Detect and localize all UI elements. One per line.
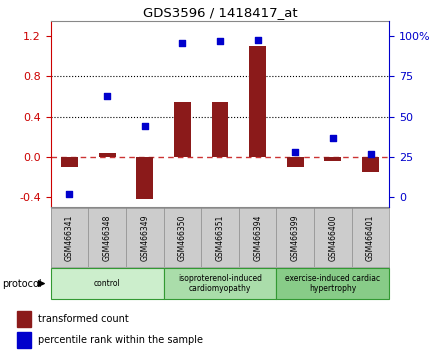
Text: percentile rank within the sample: percentile rank within the sample <box>37 335 202 345</box>
Bar <box>164 268 276 299</box>
Text: GSM466350: GSM466350 <box>178 214 187 261</box>
Bar <box>276 268 389 299</box>
Text: isoproterenol-induced
cardiomyopathy: isoproterenol-induced cardiomyopathy <box>178 274 262 293</box>
Point <box>330 135 337 141</box>
Bar <box>249 46 266 157</box>
Bar <box>362 157 379 172</box>
Text: GSM466394: GSM466394 <box>253 214 262 261</box>
Text: GSM466341: GSM466341 <box>65 214 74 261</box>
Point <box>66 191 73 197</box>
Point <box>141 124 148 129</box>
Bar <box>287 157 304 167</box>
Point <box>292 149 299 155</box>
Point <box>103 93 110 99</box>
Text: GSM466351: GSM466351 <box>216 214 224 261</box>
Bar <box>324 157 341 161</box>
Text: GSM466348: GSM466348 <box>103 214 112 261</box>
Bar <box>51 268 164 299</box>
Bar <box>212 102 228 157</box>
Text: GSM466401: GSM466401 <box>366 214 375 261</box>
Bar <box>17 311 31 327</box>
Text: GSM466399: GSM466399 <box>291 214 300 261</box>
Text: GSM466349: GSM466349 <box>140 214 149 261</box>
Bar <box>99 153 116 157</box>
Title: GDS3596 / 1418417_at: GDS3596 / 1418417_at <box>143 6 297 19</box>
Text: control: control <box>94 279 121 288</box>
Bar <box>61 157 78 167</box>
Text: exercise-induced cardiac
hypertrophy: exercise-induced cardiac hypertrophy <box>286 274 381 293</box>
Point <box>254 37 261 42</box>
Text: transformed count: transformed count <box>37 314 128 324</box>
Text: GSM466400: GSM466400 <box>328 214 337 261</box>
Bar <box>17 332 31 348</box>
Bar <box>136 157 153 199</box>
Bar <box>174 102 191 157</box>
Text: protocol: protocol <box>2 279 42 289</box>
Point <box>216 38 224 44</box>
Point <box>367 151 374 156</box>
Point <box>179 40 186 46</box>
